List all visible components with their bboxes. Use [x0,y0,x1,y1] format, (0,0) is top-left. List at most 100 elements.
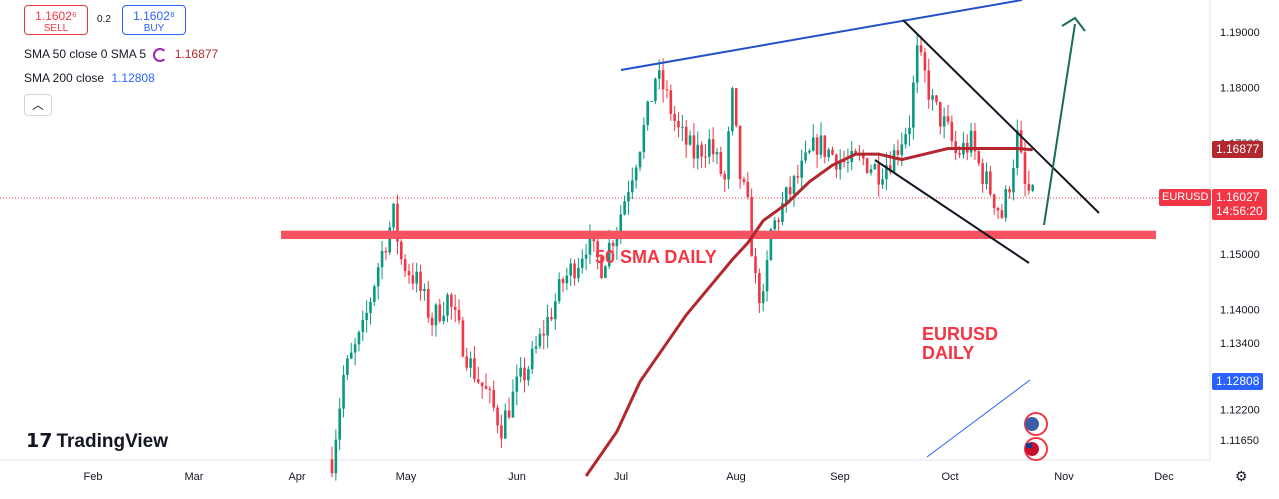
candle-body [361,319,365,333]
tradingview-logo[interactable]: 𝟭𝟳 TradingView [26,430,168,453]
upper-trendline[interactable] [620,0,1023,71]
chevron-up-icon[interactable]: ︿ [24,94,52,116]
candle-body [477,379,480,383]
candle-body [438,304,442,322]
candle-body [373,286,376,302]
candle-body [534,346,538,349]
candle-body [500,425,503,439]
candle-body [592,236,596,242]
candle-body [1027,183,1031,191]
candle-body [742,179,746,182]
time-tick-label: Oct [941,471,958,483]
candle-body [904,134,907,145]
candle-body [604,266,607,278]
chart-title-line1: EURUSD [922,324,998,344]
candle-body [777,220,780,223]
candle-body [846,162,850,164]
candle-body [992,194,996,209]
candle-body [384,251,388,253]
wedge-lower-line[interactable] [874,159,1030,264]
candle-body [985,171,988,185]
candle-body [969,130,973,153]
candle-body [511,391,515,418]
candle-body [862,154,865,159]
buy-button[interactable]: 1.1602⁸ BUY [122,5,186,35]
sell-button[interactable]: 1.1602⁶ SELL [24,5,88,35]
tradingview-wordmark: TradingView [56,431,169,452]
price-tick-label: 1.11650 [1220,435,1259,447]
breakout-arrow[interactable] [1043,23,1076,226]
candle-body [885,165,888,180]
candle-body [815,137,819,155]
candle-body [1000,210,1004,218]
candle-body [569,263,572,276]
candle-body [596,241,599,257]
candle-body [715,152,719,155]
legend-sma200[interactable]: SMA 200 close 1.12808 [24,71,155,85]
candle-body [580,258,584,268]
candle-body [646,101,649,126]
wedge-upper-line[interactable] [902,19,1100,214]
candle-body [369,301,372,313]
candle-body [758,273,761,304]
legend-sma50-value: 1.16877 [174,47,219,61]
candle-body [446,294,449,316]
candle-body [700,144,703,157]
current-price: 1.16027 [1216,190,1260,204]
candle-body [631,180,634,193]
refresh-icon[interactable] [153,47,168,62]
candle-body [515,376,519,392]
sma200-segment[interactable] [926,379,1031,458]
candle-body [677,120,680,128]
candle-body [380,251,384,268]
candle-body [681,126,684,128]
candle-body [392,203,395,228]
candle-body [577,267,580,279]
candle-body [796,176,800,178]
candle-body [946,116,950,122]
candle-body [411,275,415,284]
candle-body [996,208,1000,211]
candle-body [554,301,557,320]
price-tick-label: 1.18000 [1220,83,1260,95]
candle-body [919,45,923,53]
candle-body [973,130,977,152]
buy-label: BUY [143,23,165,34]
candle-body [896,150,900,155]
countdown-timer: 14:56:20 [1216,204,1263,218]
candle-body [419,271,422,292]
candle-body [634,167,638,181]
candle-body [665,89,669,91]
event-flag-us-icon[interactable] [1024,437,1048,461]
candle-body [607,242,611,267]
legend-sma50[interactable]: SMA 50 close 0 SMA 5 1.16877 [24,47,218,62]
candle-body [434,304,438,326]
candle-body [1004,189,1008,218]
candle-body [346,358,349,375]
candle-body [804,152,807,161]
candles-group [330,34,1034,481]
candle-body [915,45,919,83]
sma50-line[interactable] [584,147,1033,477]
candle-body [704,156,707,158]
support-zone[interactable] [281,230,1156,240]
candle-body [342,374,345,409]
candle-body [792,176,796,195]
candle-body [831,149,834,155]
time-tick-label: Sep [830,471,850,483]
time-tick-label: Mar [185,471,204,483]
candle-body [353,344,357,353]
gear-icon[interactable]: ⚙ [1235,468,1248,484]
candle-body [453,306,457,310]
time-axis-labels: Feb Mar Apr May Jun Jul Aug Sep Oct Nov Dec [84,471,1175,483]
candle-body [600,256,603,278]
candle-body [457,309,461,321]
candle-body [1012,167,1015,193]
candle-body [365,312,368,320]
event-flag-eu-icon[interactable] [1024,412,1048,436]
candle-body [396,203,399,242]
candle-body [669,90,673,114]
time-tick-label: May [396,471,417,483]
candle-body [673,113,676,121]
